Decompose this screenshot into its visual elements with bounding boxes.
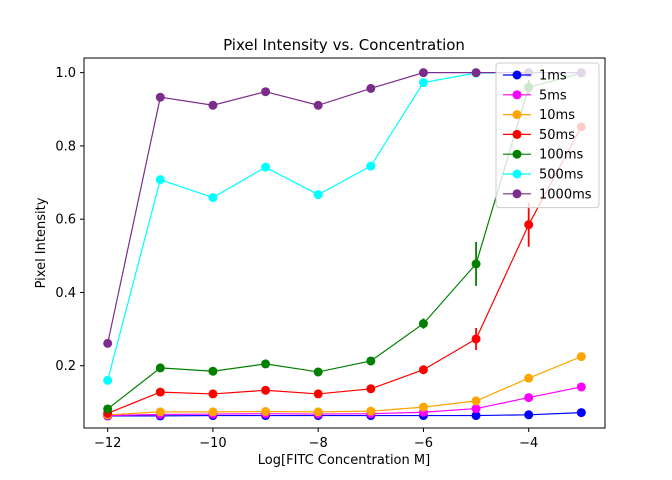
data-point [524,410,534,420]
data-point [155,407,165,417]
data-point [471,259,481,269]
legend-marker-10ms [512,110,522,120]
legend-label-50ms: 50ms [539,128,575,143]
data-point [261,87,271,97]
data-point [261,385,271,395]
legend-marker-1000ms [512,189,522,199]
chart-title: Pixel Intensity vs. Concentration [223,36,465,54]
x-tick-label: −4 [519,436,538,451]
legend-marker-100ms [512,149,522,159]
series-line-50ms [107,126,582,414]
data-point [313,190,323,200]
data-point [366,161,376,171]
y-axis-label: Pixel Intensity [34,197,49,288]
series-line-5ms [107,386,582,417]
axis-ticks: −12 −10 −8 −6 −4 0.2 0.4 0.6 0.8 1.0 [55,66,538,451]
series-10ms [103,352,586,420]
data-point [103,338,113,348]
legend-label-500ms: 500ms [539,168,583,183]
series-line-10ms [107,356,582,416]
data-point [261,359,271,369]
data-point [418,365,428,375]
x-tick-label: −8 [309,436,328,451]
data-point [313,367,323,377]
y-tick-label: 0.4 [55,286,76,301]
data-point [155,92,165,102]
data-point [366,83,376,93]
legend-label-1ms: 1ms [539,69,567,84]
y-tick-label: 0.8 [55,139,76,154]
data-point [155,363,165,373]
x-axis-label: Log[FITC Concentration M] [258,453,430,468]
data-point [366,384,376,394]
x-tick-label: −10 [199,436,226,451]
legend-box [495,62,600,209]
data-point [471,404,481,414]
data-point [366,356,376,366]
x-tick-label: −6 [414,436,433,451]
y-tick-label: 1.0 [55,66,76,81]
data-point [471,68,481,78]
x-tick-label: −12 [94,436,121,451]
y-tick-label: 0.6 [55,213,76,228]
data-point [103,375,113,385]
series-5ms [103,382,586,421]
data-point [208,193,218,203]
data-point [155,175,165,185]
plot-frame [83,57,606,429]
data-point [208,389,218,399]
data-point [471,334,481,344]
series-line-1ms [107,412,582,417]
data-point [418,319,428,329]
data-point [155,387,165,397]
legend-label-10ms: 10ms [539,108,575,123]
legend: 1ms 5ms 10ms 50ms 100ms 500ms 1000ms [495,62,600,209]
data-point [208,100,218,110]
data-point [208,366,218,376]
data-point [471,396,481,406]
data-point [208,407,218,417]
data-point [313,407,323,417]
data-point [313,100,323,110]
data-point [418,78,428,88]
data-point [103,404,113,414]
legend-label-1000ms: 1000ms [539,187,592,202]
data-point [524,220,534,230]
legend-label-100ms: 100ms [539,148,583,163]
data-point [576,382,586,392]
data-point [366,406,376,416]
legend-marker-1ms [512,70,522,80]
data-point [576,352,586,362]
data-point [261,407,271,417]
y-tick-label: 0.2 [55,359,76,374]
data-point [471,411,481,421]
data-point [524,393,534,403]
legend-marker-50ms [512,129,522,139]
data-point [418,402,428,412]
data-point [313,389,323,399]
data-point [524,373,534,383]
legend-marker-500ms [512,169,522,179]
legend-label-5ms: 5ms [539,88,567,103]
data-point [576,408,586,418]
data-point [418,68,428,78]
data-point [261,162,271,172]
legend-marker-5ms [512,90,522,100]
